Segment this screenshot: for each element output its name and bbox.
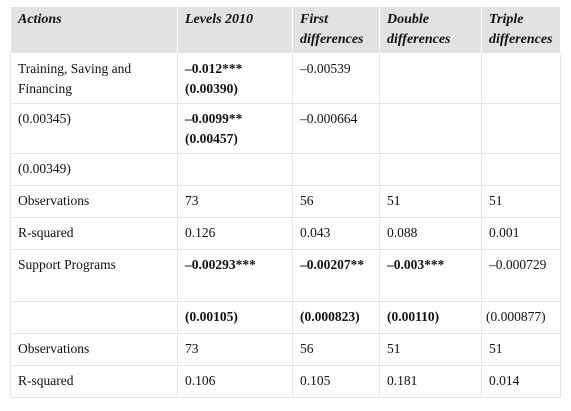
cell-levels: –0.012*** (0.00390) <box>177 53 293 104</box>
cell-first: 0.105 <box>292 365 380 398</box>
row-label: (0.00349) <box>10 153 178 186</box>
cell-double: 51 <box>379 333 482 366</box>
cell-double: –0.003*** <box>379 249 482 302</box>
cell-triple: 51 <box>481 333 561 366</box>
table-row: (0.00345) –0.0099** (0.00457) –0.000664 <box>10 103 561 154</box>
cell-triple <box>481 153 561 186</box>
table-row: Training, Saving and Financing –0.012***… <box>10 53 561 104</box>
cell-double <box>379 53 482 104</box>
regression-table: Actions Levels 2010 First differences Do… <box>10 6 561 398</box>
table-row: Observations 73 56 51 51 <box>10 333 561 366</box>
cell-levels: 0.106 <box>177 365 293 398</box>
table-row: Support Programs –0.00293*** –0.00207** … <box>10 249 561 302</box>
cell-levels: –0.00293*** <box>177 249 293 302</box>
cell-first: 56 <box>292 333 380 366</box>
cell-double: 0.181 <box>379 365 482 398</box>
cell-double: (0.00110) <box>379 301 482 334</box>
cell-levels: 73 <box>177 333 293 366</box>
standard-error: (0.00457) <box>185 131 238 146</box>
header-double-differences: Double differences <box>379 6 482 54</box>
header-actions: Actions <box>10 6 178 54</box>
row-label <box>10 301 178 334</box>
cell-first: 56 <box>292 185 380 218</box>
table-row: Observations 73 56 51 51 <box>10 185 561 218</box>
cell-levels: –0.0099** (0.00457) <box>177 103 293 154</box>
cell-triple: 0.014 <box>481 365 561 398</box>
table-row: (0.00105) (0.000823) (0.00110) (0.000877… <box>10 301 561 334</box>
table-header-row: Actions Levels 2010 First differences Do… <box>10 6 561 54</box>
row-label: R-squared <box>10 365 178 398</box>
header-triple-differences: Triple differences <box>481 6 561 54</box>
cell-first: 0.043 <box>292 217 380 250</box>
cell-double <box>379 153 482 186</box>
cell-first <box>292 153 380 186</box>
cell-triple: –0.000729 <box>481 249 561 302</box>
coefficient: –0.0099** <box>185 111 243 126</box>
cell-first: (0.000823) <box>292 301 380 334</box>
table-row: R-squared 0.126 0.043 0.088 0.001 <box>10 217 561 250</box>
cell-triple: 0.001 <box>481 217 561 250</box>
cell-first: –0.00207** <box>292 249 380 302</box>
row-label: Support Programs <box>10 249 178 302</box>
cell-first: –0.00539 <box>292 53 380 104</box>
cell-triple: 51 <box>481 185 561 218</box>
row-label: R-squared <box>10 217 178 250</box>
cell-levels <box>177 153 293 186</box>
row-label: (0.00345) <box>10 103 178 154</box>
cell-double: 51 <box>379 185 482 218</box>
row-label: Observations <box>10 185 178 218</box>
cell-levels: (0.00105) <box>177 301 293 334</box>
cell-double: 0.088 <box>379 217 482 250</box>
coefficient: –0.012*** <box>185 61 243 76</box>
cell-double <box>379 103 482 154</box>
table-row: R-squared 0.106 0.105 0.181 0.014 <box>10 365 561 398</box>
header-first-differences: First differences <box>292 6 380 54</box>
row-label: Training, Saving and Financing <box>10 53 178 104</box>
cell-levels: 73 <box>177 185 293 218</box>
cell-triple <box>481 53 561 104</box>
cell-first: –0.000664 <box>292 103 380 154</box>
header-levels-2010: Levels 2010 <box>177 6 293 54</box>
row-label: Observations <box>10 333 178 366</box>
standard-error: (0.00390) <box>185 81 238 96</box>
cell-levels: 0.126 <box>177 217 293 250</box>
table-row: (0.00349) <box>10 153 561 186</box>
cell-triple: (0.000877) <box>481 301 561 334</box>
cell-triple <box>481 103 561 154</box>
